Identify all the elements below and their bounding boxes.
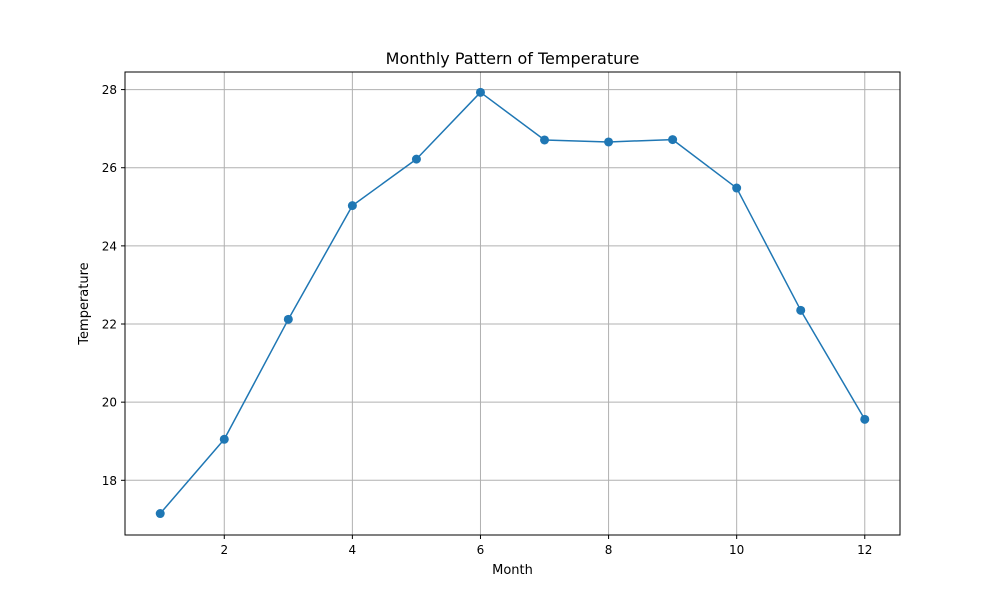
series-layer [155,87,870,519]
data-point [219,434,229,444]
x-tick-label: 6 [477,543,485,557]
x-tick-label: 4 [349,543,357,557]
data-point [796,305,806,315]
y-tick-label: 22 [102,318,117,332]
data-point [283,314,293,324]
data-point [860,414,870,424]
y-tick-label: 20 [102,396,117,410]
x-tick-label: 2 [220,543,228,557]
x-tick-label: 10 [729,543,744,557]
y-tick-label: 24 [102,239,117,253]
plot-frame [124,71,901,536]
y-tick-label: 26 [102,161,117,175]
data-point [668,135,678,145]
y-axis-label: Temperature [77,262,92,345]
chart-title: Monthly Pattern of Temperature [386,49,640,68]
x-tick-label: 8 [605,543,613,557]
data-point [732,183,742,193]
x-axis-label: Month [492,563,533,578]
data-point [475,87,485,97]
data-point [411,154,421,164]
data-point [155,509,165,519]
x-tick-label: 12 [857,543,872,557]
grid [125,72,900,535]
y-tick-label: 28 [102,83,117,97]
y-tick-label: 18 [102,474,117,488]
data-point [604,137,614,147]
data-point [347,201,357,211]
series-line [159,91,866,515]
data-point [540,135,550,145]
